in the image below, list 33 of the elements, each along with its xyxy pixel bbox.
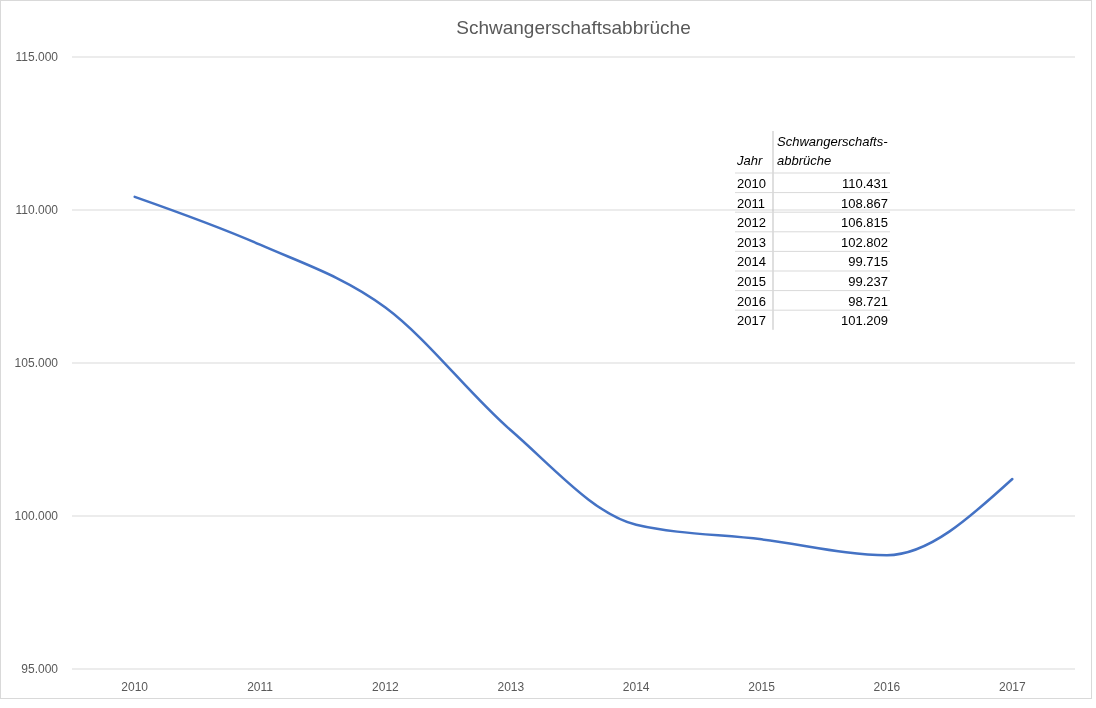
category-label: 2010 <box>737 176 766 191</box>
annotation: Jahr <box>736 153 763 168</box>
category-label: 2016 <box>737 293 766 309</box>
category-label: 2013 <box>737 234 766 250</box>
x-tick-label: 2013 <box>497 680 525 694</box>
text: 106.815 <box>841 215 888 231</box>
category-label: 2014 <box>737 254 766 270</box>
chart-title: Schwangerschaftsabbrüche <box>456 17 691 38</box>
text: 110.431 <box>841 176 888 191</box>
y-tick-label: 95.000 <box>21 662 59 676</box>
category-label: 2017 <box>737 313 766 329</box>
text: 98.721 <box>848 293 888 309</box>
x-tick-label: 2012 <box>372 680 400 694</box>
text: 101.209 <box>841 313 888 329</box>
text: 102.802 <box>841 234 888 250</box>
x-tick-label: 2011 <box>247 680 274 694</box>
category-label: 2011 <box>737 195 765 211</box>
x-tick-label: 2014 <box>622 680 650 694</box>
category-label: 2012 <box>737 215 766 231</box>
x-tick-label: 2010 <box>121 680 149 694</box>
line-series <box>133 195 1014 557</box>
y-tick-label: 110.000 <box>15 203 59 217</box>
y-tick-label: 105.000 <box>14 356 59 370</box>
x-tick-label: 2016 <box>873 680 901 694</box>
annotation: Schwangerschafts-abbrüche <box>777 134 889 168</box>
text: 99.715 <box>848 254 888 270</box>
x-tick-label: 2015 <box>748 680 776 694</box>
x-tick-label: 2017 <box>998 680 1026 694</box>
category-label: 2015 <box>737 274 766 289</box>
y-tick-label: 115.000 <box>15 50 59 64</box>
y-tick-label: 100.000 <box>14 509 59 523</box>
text: 99.237 <box>848 274 888 289</box>
text: 108.867 <box>841 195 888 211</box>
